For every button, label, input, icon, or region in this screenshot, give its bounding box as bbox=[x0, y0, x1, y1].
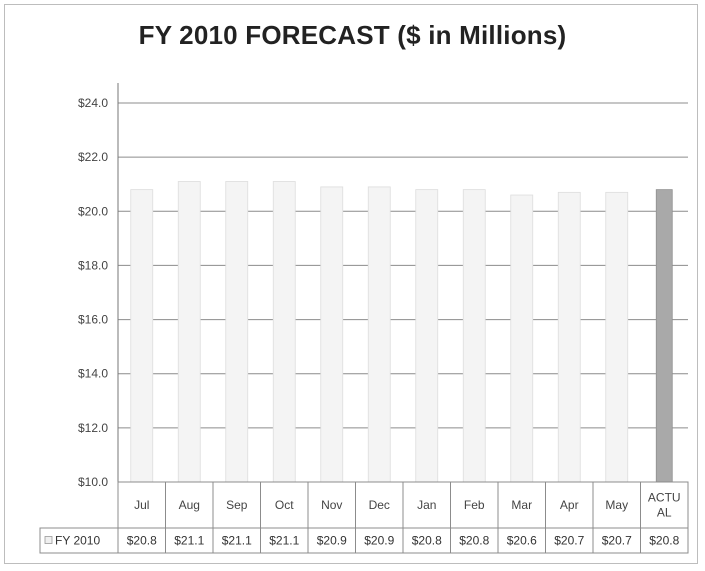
x-category-label: Sep bbox=[226, 498, 248, 512]
chart-frame bbox=[4, 4, 698, 564]
data-value-label: $20.8 bbox=[649, 534, 679, 548]
x-category-label: Dec bbox=[369, 498, 390, 512]
bar-forecast bbox=[130, 189, 154, 483]
x-category-label: Apr bbox=[560, 498, 579, 512]
bars bbox=[130, 181, 673, 483]
x-category-label: Feb bbox=[464, 498, 485, 512]
gridlines bbox=[118, 102, 688, 429]
bar-forecast bbox=[177, 181, 201, 483]
x-category-label: Jan bbox=[417, 498, 436, 512]
bar-actual bbox=[655, 189, 673, 483]
x-category-label: Jul bbox=[134, 498, 149, 512]
data-value-label: $21.1 bbox=[222, 534, 252, 548]
y-tick-label: $20.0 bbox=[78, 204, 108, 218]
legend-key bbox=[44, 536, 53, 544]
y-tick-label: $16.0 bbox=[78, 313, 108, 327]
x-category-label: ACTU bbox=[648, 491, 681, 505]
bar-forecast bbox=[225, 181, 249, 483]
x-category-label: Mar bbox=[511, 498, 532, 512]
x-category-label: May bbox=[605, 498, 628, 512]
x-category-label: Aug bbox=[179, 498, 200, 512]
y-tick-label: $22.0 bbox=[78, 150, 108, 164]
data-value-label: $21.1 bbox=[269, 534, 299, 548]
x-category-label: Nov bbox=[321, 498, 342, 512]
data-value-label: $21.1 bbox=[174, 534, 204, 548]
data-value-label: $20.9 bbox=[364, 534, 394, 548]
bar-forecast bbox=[605, 191, 629, 483]
y-tick-label: $14.0 bbox=[78, 367, 108, 381]
x-category-label: AL bbox=[657, 506, 672, 520]
x-category-label: Oct bbox=[275, 498, 294, 512]
y-axis-ticks: $10.0 $12.0 $14.0 $16.0 $18.0 $20.0 $22.0 $24.0 bbox=[78, 96, 108, 489]
bar-forecast bbox=[415, 189, 439, 483]
legend-series-name: FY 2010 bbox=[55, 534, 100, 548]
y-tick-label: $10.0 bbox=[78, 475, 108, 489]
data-value-label: $20.7 bbox=[602, 534, 632, 548]
chart-title: FY 2010 FORECAST ($ in Millions) bbox=[138, 20, 567, 50]
bar-forecast bbox=[367, 186, 391, 483]
axes bbox=[117, 83, 688, 483]
data-value-label: $20.9 bbox=[317, 534, 347, 548]
data-value-label: $20.8 bbox=[459, 534, 489, 548]
bar-forecast bbox=[557, 191, 581, 483]
data-value-label: $20.8 bbox=[412, 534, 442, 548]
y-tick-label: $12.0 bbox=[78, 421, 108, 435]
data-value-label: $20.8 bbox=[127, 534, 157, 548]
bar-forecast bbox=[510, 194, 534, 483]
y-tick-label: $18.0 bbox=[78, 258, 108, 272]
bar-forecast bbox=[272, 181, 296, 483]
bar-forecast bbox=[462, 189, 486, 483]
bar-forecast bbox=[320, 186, 344, 483]
y-tick-label: $24.0 bbox=[78, 96, 108, 110]
data-value-label: $20.7 bbox=[554, 534, 584, 548]
data-value-label: $20.6 bbox=[507, 534, 537, 548]
